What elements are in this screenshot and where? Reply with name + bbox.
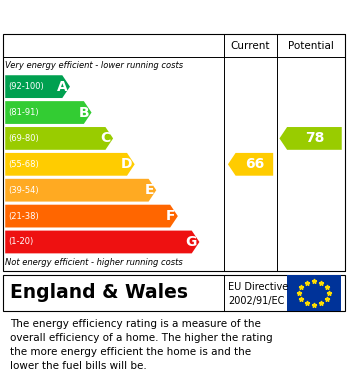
Polygon shape bbox=[5, 231, 199, 253]
Text: EU Directive: EU Directive bbox=[228, 282, 288, 292]
Text: E: E bbox=[144, 183, 154, 197]
Text: C: C bbox=[101, 131, 111, 145]
Text: Current: Current bbox=[231, 41, 270, 51]
Text: (1-20): (1-20) bbox=[9, 237, 34, 246]
Text: (92-100): (92-100) bbox=[9, 82, 45, 91]
Polygon shape bbox=[228, 153, 273, 176]
Text: Not energy efficient - higher running costs: Not energy efficient - higher running co… bbox=[5, 258, 183, 267]
Text: The energy efficiency rating is a measure of the
overall efficiency of a home. T: The energy efficiency rating is a measur… bbox=[10, 319, 273, 371]
Text: B: B bbox=[79, 106, 89, 120]
Text: (55-68): (55-68) bbox=[9, 160, 39, 169]
Polygon shape bbox=[5, 75, 70, 98]
Text: Potential: Potential bbox=[288, 41, 333, 51]
Bar bbox=[287, 275, 341, 310]
Text: (81-91): (81-91) bbox=[9, 108, 39, 117]
Polygon shape bbox=[279, 127, 342, 150]
Polygon shape bbox=[5, 101, 92, 124]
Text: Energy Efficiency Rating: Energy Efficiency Rating bbox=[10, 9, 220, 23]
Text: A: A bbox=[57, 80, 68, 93]
Text: 2002/91/EC: 2002/91/EC bbox=[228, 296, 284, 306]
Text: (39-54): (39-54) bbox=[9, 186, 39, 195]
Polygon shape bbox=[5, 179, 156, 202]
Polygon shape bbox=[5, 127, 113, 150]
Polygon shape bbox=[5, 205, 178, 228]
Text: F: F bbox=[166, 209, 175, 223]
Text: (69-80): (69-80) bbox=[9, 134, 39, 143]
Text: 78: 78 bbox=[305, 131, 324, 145]
Polygon shape bbox=[5, 153, 135, 176]
Text: (21-38): (21-38) bbox=[9, 212, 39, 221]
Text: 66: 66 bbox=[245, 157, 264, 171]
Text: England & Wales: England & Wales bbox=[10, 283, 188, 303]
Text: D: D bbox=[121, 157, 132, 171]
Text: G: G bbox=[186, 235, 197, 249]
Text: Very energy efficient - lower running costs: Very energy efficient - lower running co… bbox=[5, 61, 183, 70]
